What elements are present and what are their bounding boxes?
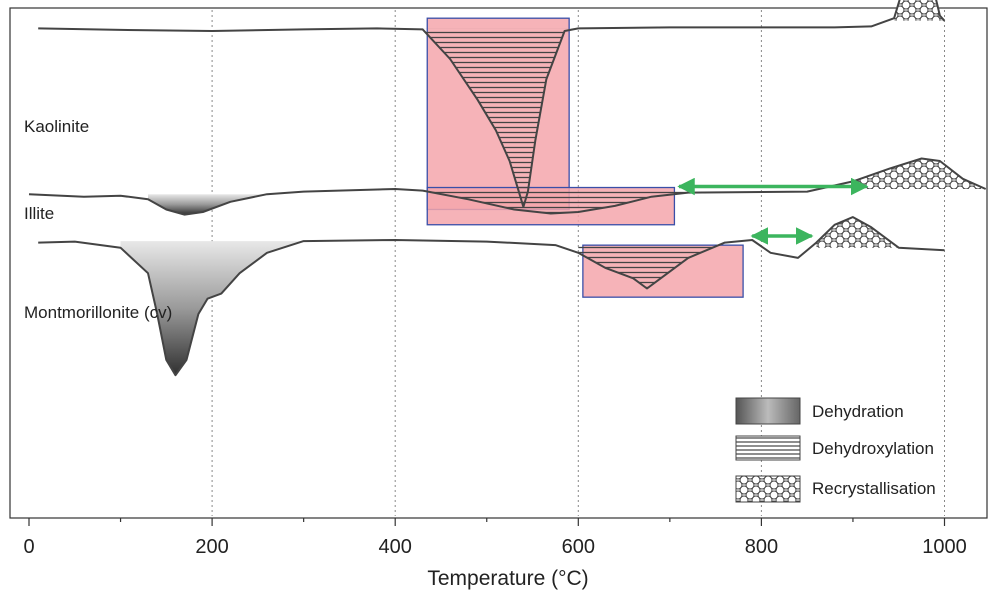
x-axis-title: Temperature (°C) [427,567,588,590]
x-tick-label-800: 800 [745,536,778,558]
legend-swatch-recrystallisation [735,475,801,503]
series-label-illite: Illite [24,204,54,223]
grid-layer [211,10,945,516]
series-line-2 [38,216,945,377]
x-tick-label-1000: 1000 [922,536,967,558]
series-line-1 [28,157,987,216]
illite-dehydroxylation-fill [422,190,689,214]
legend: Dehydration Dehydroxylation Recrystallis… [735,397,936,503]
montmorillonite-dehydroxylation-fill [578,242,725,289]
montmorillonite-dehydration-fill [120,241,304,376]
series-label-montmorillonite: Montmorillonite (cv) [24,303,172,322]
legend-swatch-dehydration [735,397,801,425]
curve-layer [28,0,987,377]
arrow-layer [677,177,869,245]
legend-label-recrystallisation: Recrystallisation [812,479,936,498]
x-tick-label-600: 600 [562,536,595,558]
legend-swatch-dehydroxylation [735,435,801,461]
x-tick-label-0: 0 [23,536,34,558]
x-tick-label-200: 200 [195,536,228,558]
kaolinite-recrystallisation-fill [894,0,945,21]
kaolinite-dehydroxylation-fill [422,28,579,207]
illite-recrystallisation-fill [852,158,986,189]
series-line-0 [38,0,946,208]
series-label-kaolinite: Kaolinite [24,117,89,136]
illite-dehydration-fill [148,194,267,215]
peak-fill-layer [120,0,986,376]
legend-label-dehydroxylation: Dehydroxylation [812,439,934,458]
x-axis: 0 200 400 600 800 1000 [23,518,967,558]
legend-label-dehydration: Dehydration [812,402,904,421]
x-tick-label-400: 400 [379,536,412,558]
